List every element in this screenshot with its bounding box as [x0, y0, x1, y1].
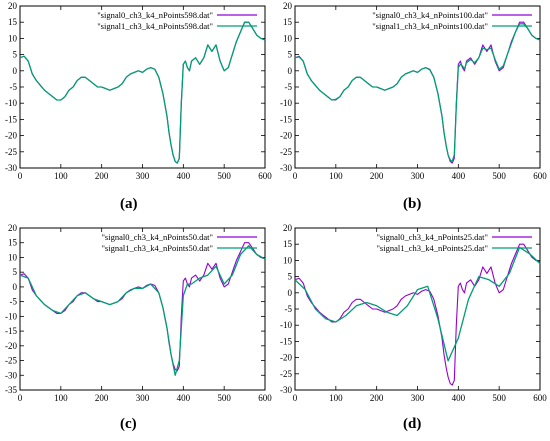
series-line-1 [294, 23, 541, 163]
panel-label-c: (c) [120, 416, 137, 432]
y-tick-label: 20 [283, 1, 293, 11]
y-tick-label: -15 [5, 114, 17, 124]
x-tick-label: 200 [370, 393, 384, 403]
panel-label-b: (b) [403, 196, 422, 212]
y-tick-label: -5 [285, 304, 293, 314]
y-tick-label: 5 [288, 50, 293, 60]
y-tick-label: -30 [280, 385, 292, 395]
y-tick-label: -15 [280, 336, 292, 346]
y-tick-label: 0 [288, 288, 293, 298]
y-tick-label: 15 [8, 238, 18, 248]
x-tick-label: 0 [18, 393, 23, 403]
x-tick-label: 100 [329, 393, 343, 403]
y-tick-label: -20 [5, 131, 17, 141]
chart-panel-c: 0 100 200 300 400 500 600 -35 -30 -25 -20 -15 -10 -5 0… [5, 223, 272, 403]
x-tick-label: 400 [177, 393, 191, 403]
y-tick-label: 0 [288, 66, 293, 76]
series-line-1 [19, 21, 266, 164]
y-tick-label: -25 [5, 147, 17, 157]
y-tick-label: 10 [283, 255, 293, 265]
y-tick-label: 5 [288, 272, 293, 282]
legend-label: "signal1_ch3_k4_nPoints25.dat" [376, 243, 488, 253]
y-tick-label: -5 [10, 82, 18, 92]
x-tick-label: 300 [411, 171, 425, 181]
y-tick-label: 5 [13, 50, 18, 60]
x-tick-label: 500 [492, 393, 506, 403]
x-tick-label: 0 [293, 171, 298, 181]
x-tick-label: 300 [136, 171, 150, 181]
chart-panel-b: 0 100 200 300 400 500 600 -30 -25 -20 -15 -10 -5 0 5 10… [280, 1, 547, 181]
y-tick-label: -10 [280, 320, 292, 330]
chart-panel-a: 0 100 200 300 400 500 600 -30 -25 -20 -15 -10 -5 0 5 10… [5, 1, 272, 181]
x-tick-label: 500 [217, 171, 231, 181]
y-tick-label: 10 [8, 33, 18, 43]
y-tick-label: 20 [8, 223, 18, 233]
legend-label: "signal1_ch3_k4_nPoints100.dat" [372, 21, 488, 31]
y-tick-label: 15 [8, 17, 18, 27]
y-tick-label: -30 [280, 163, 292, 173]
y-tick-label: -20 [280, 353, 292, 363]
x-tick-label: 200 [370, 171, 384, 181]
legend-label: "signal1_ch3_k4_nPoints598.dat" [97, 21, 213, 31]
y-tick-label: 10 [283, 33, 293, 43]
series-line-1 [19, 245, 266, 376]
y-tick-label: -10 [280, 98, 292, 108]
y-tick-label: -30 [5, 163, 17, 173]
y-tick-label: -20 [280, 131, 292, 141]
x-tick-label: 400 [452, 171, 466, 181]
x-tick-label: 100 [329, 171, 343, 181]
x-tick-label: 600 [258, 393, 272, 403]
y-tick-label: 15 [283, 17, 293, 27]
x-tick-label: 100 [54, 393, 68, 403]
y-tick-label: 0 [13, 66, 18, 76]
y-tick-label: -10 [5, 311, 17, 321]
y-tick-label: -25 [280, 147, 292, 157]
series-line-0 [294, 243, 541, 386]
legend-label: "signal1_ch3_k4_nPoints50.dat" [101, 243, 213, 253]
x-tick-label: 600 [258, 171, 272, 181]
y-tick-label: 10 [8, 252, 18, 262]
x-tick-label: 600 [533, 171, 547, 181]
x-tick-label: 600 [533, 393, 547, 403]
x-tick-label: 100 [54, 171, 68, 181]
x-tick-label: 300 [136, 393, 150, 403]
y-tick-label: -5 [285, 82, 293, 92]
x-tick-label: 200 [95, 393, 109, 403]
series-line-0 [294, 21, 541, 164]
y-tick-label: 20 [283, 223, 293, 233]
y-tick-label: -15 [280, 114, 292, 124]
y-tick-label: 15 [283, 239, 293, 249]
legend-label: "signal0_ch3_k4_nPoints100.dat" [372, 10, 488, 20]
x-tick-label: 400 [452, 393, 466, 403]
panel-label-a: (a) [120, 196, 138, 212]
series-line-0 [19, 21, 266, 164]
x-tick-label: 500 [492, 171, 506, 181]
y-tick-label: -25 [280, 369, 292, 379]
x-tick-label: 500 [217, 393, 231, 403]
y-tick-label: 0 [13, 282, 18, 292]
series-line-1 [294, 246, 541, 362]
y-tick-label: 5 [13, 267, 18, 277]
y-tick-label: -5 [10, 297, 18, 307]
y-tick-label: -30 [5, 370, 17, 380]
x-tick-label: 400 [177, 171, 191, 181]
legend-label: "signal0_ch3_k4_nPoints50.dat" [101, 232, 213, 242]
y-tick-label: -25 [5, 356, 17, 366]
legend-label: "signal0_ch3_k4_nPoints25.dat" [376, 232, 488, 242]
legend-label: "signal0_ch3_k4_nPoints598.dat" [97, 10, 213, 20]
y-tick-label: -35 [5, 385, 17, 395]
y-tick-label: -15 [5, 326, 17, 336]
y-tick-label: -20 [5, 341, 17, 351]
panel-label-d: (d) [403, 416, 422, 432]
series-line-0 [19, 242, 266, 372]
x-tick-label: 200 [95, 171, 109, 181]
y-tick-label: 20 [8, 1, 18, 11]
x-tick-label: 300 [411, 393, 425, 403]
x-tick-label: 0 [18, 171, 23, 181]
chart-panel-d: 0 100 200 300 400 500 600 -30 -25 -20 -15 -10 -5 0 5 10… [280, 223, 547, 403]
y-tick-label: -10 [5, 98, 17, 108]
x-tick-label: 0 [293, 393, 298, 403]
